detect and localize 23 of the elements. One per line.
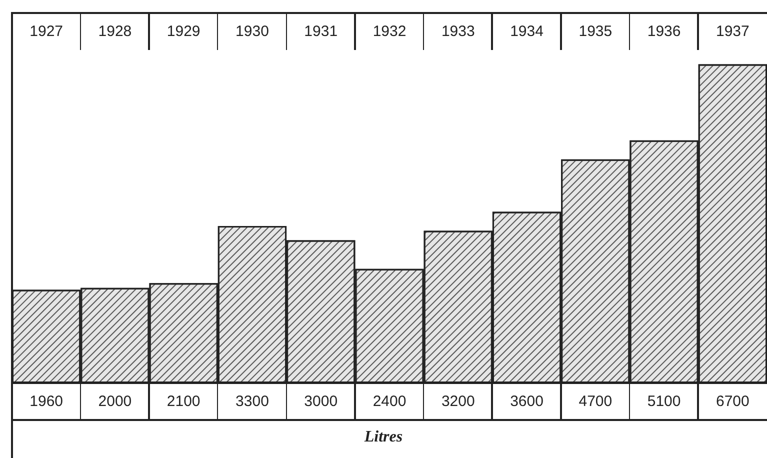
data-label: 3300 [236,393,269,410]
data-label: 3000 [304,393,338,410]
x-axis-title: Litres [363,428,403,446]
data-label: 3200 [441,393,475,410]
x-tick-label: 1931 [304,23,338,40]
data-label: 4700 [578,393,612,410]
data-label: 6700 [716,393,750,410]
x-tick-label: 1936 [647,23,681,40]
x-tick-label: 1927 [30,23,64,40]
data-label: 2400 [372,393,406,410]
data-label: 2000 [98,393,132,410]
x-tick-label: 1933 [441,23,475,40]
data-label: 2100 [166,393,200,410]
data-label: 1960 [30,393,64,410]
x-tick-label: 1928 [98,23,132,40]
x-tick-label: 1932 [372,23,406,40]
x-tick-label: 1929 [166,23,200,40]
x-tick-label: 1937 [716,23,750,40]
x-tick-label: 1934 [510,23,544,40]
x-tick-label: 1935 [578,23,612,40]
x-tick-label: 1930 [236,23,269,40]
data-label: 3600 [510,393,544,410]
data-label: 5100 [647,393,681,410]
